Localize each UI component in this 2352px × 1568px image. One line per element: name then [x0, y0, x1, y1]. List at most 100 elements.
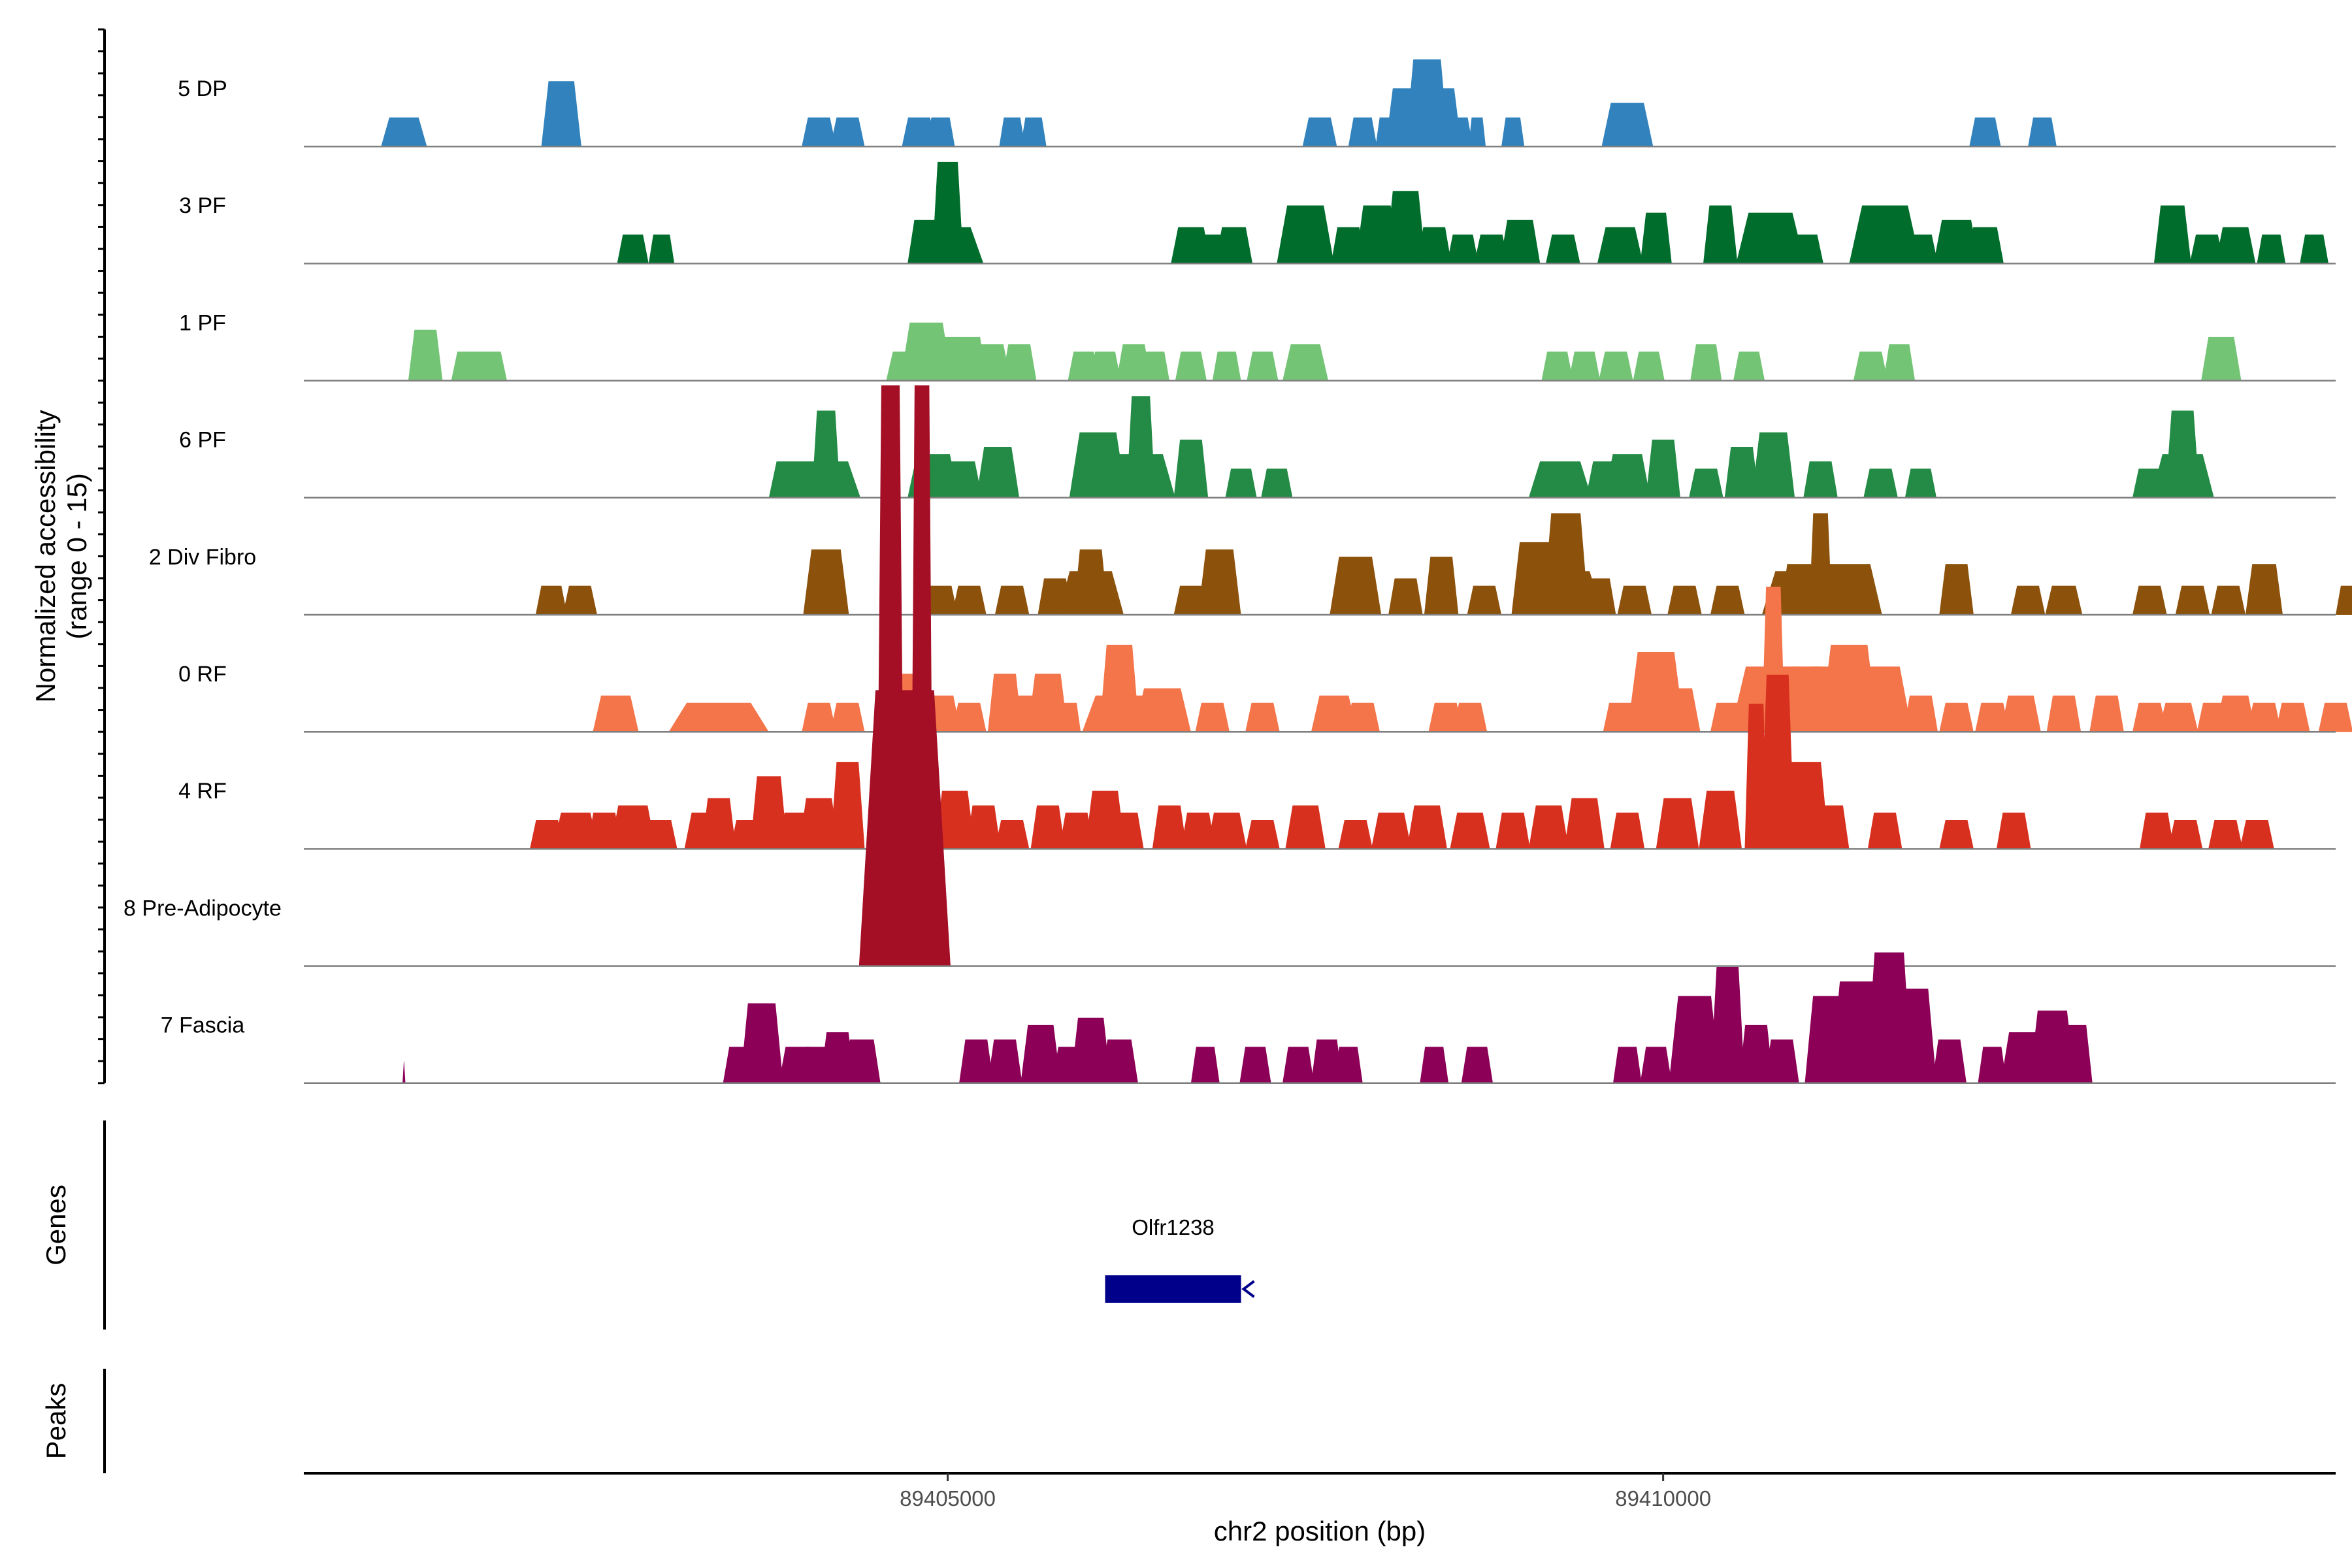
coverage-peak — [1461, 1047, 1493, 1083]
coverage-peak — [830, 117, 865, 147]
track-8-pre-adipocyte: 8 Pre-Adipocyte — [123, 385, 2336, 967]
coverage-peak — [1106, 454, 1175, 498]
coverage-peak — [2215, 695, 2256, 732]
coverage-peak — [1215, 227, 1253, 264]
coverage-peak — [1117, 344, 1151, 381]
coverage-peak — [1646, 439, 1680, 498]
coverage-peak — [563, 585, 597, 615]
coverage-peak — [1245, 820, 1280, 849]
coverage-peak — [791, 461, 860, 498]
coverage-peak — [923, 585, 958, 615]
coverage-peak — [2215, 227, 2256, 264]
coverage-peak — [1450, 812, 1490, 849]
coverage-peak — [1225, 468, 1257, 498]
coverage-peak — [1883, 344, 1916, 381]
coverage-peak — [1617, 585, 1652, 615]
coverage-peak — [2001, 695, 2041, 732]
coverage-peak — [1890, 988, 1936, 1083]
coverage-peak — [1141, 351, 1169, 381]
coverage-peak — [970, 344, 1011, 381]
coverage-peak — [1569, 351, 1601, 381]
coverage-peak — [535, 585, 567, 615]
coverage-peak — [1783, 762, 1829, 849]
coverage-peak — [1407, 805, 1447, 849]
coverage-peak — [1181, 812, 1216, 849]
track-label: 7 Fascia — [161, 1013, 245, 1038]
coverage-peak — [2257, 235, 2286, 264]
coverage-peak — [1669, 996, 1721, 1083]
coverage-peak — [2028, 117, 2057, 147]
coverage-peak — [2151, 454, 2214, 498]
coverage-peak — [2189, 235, 2225, 264]
coverage-peak — [2132, 702, 2167, 732]
track-2-div-fibro: 2 Div Fibro — [149, 513, 2352, 616]
coverage-peak — [1338, 820, 1373, 849]
coverage-peak — [952, 585, 987, 615]
coverage-peak — [1468, 117, 1486, 147]
coverage-peak — [858, 690, 951, 966]
coverage-peak — [1371, 812, 1412, 849]
coverage-peak — [1333, 1047, 1363, 1083]
coverage-peak — [987, 1039, 1022, 1083]
coverage-peak — [2058, 1024, 2093, 1083]
coverage-peak — [381, 117, 427, 147]
coverage-peak — [1474, 235, 1509, 264]
coverage-peak — [1752, 432, 1795, 498]
coverage-peak — [911, 227, 984, 264]
coverage-peak — [1282, 344, 1329, 381]
coverage-peak — [994, 585, 1030, 615]
coverage-peak — [1388, 578, 1423, 615]
coverage-peak — [1640, 1047, 1672, 1083]
coverage-peak — [1021, 1024, 1061, 1083]
coverage-peak — [1452, 702, 1488, 732]
y-axis-title-line: Normalized accessibility — [30, 410, 61, 702]
coverage-peak — [1311, 695, 1357, 732]
track-label: 6 PF — [179, 428, 226, 453]
coverage-peak — [1070, 1017, 1111, 1083]
coverage-peak — [1059, 812, 1094, 849]
coverage-peak — [1212, 351, 1241, 381]
coverage-peak — [1904, 468, 1936, 498]
coverage-peak — [802, 702, 836, 732]
coverage-peak — [1173, 439, 1209, 498]
coverage-peak — [1002, 344, 1037, 381]
coverage-peak — [966, 805, 1001, 849]
coverage-peak — [1689, 468, 1723, 498]
coverage-peak — [1564, 798, 1605, 849]
coverage-peak — [1760, 674, 1795, 849]
coverage-peak — [1058, 702, 1081, 732]
coverage-peak — [1134, 688, 1191, 732]
track-label: 1 PF — [179, 310, 226, 335]
coverage-peak — [959, 1039, 994, 1083]
coverage-peak — [798, 798, 840, 849]
x-axis-title: chr2 position (bp) — [1214, 1516, 1426, 1546]
coverage-peak — [750, 776, 788, 849]
coverage-peak — [1175, 351, 1207, 381]
coverage-peak — [2175, 585, 2210, 615]
coverage-peak — [2246, 564, 2283, 615]
coverage-peak — [934, 791, 975, 849]
coverage-peak — [1467, 585, 1502, 615]
coverage-peak — [1311, 1039, 1343, 1083]
coverage-peak — [830, 762, 865, 849]
coverage-peak — [1724, 447, 1759, 498]
coverage-peak — [2318, 702, 2352, 732]
coverage-peak — [976, 447, 1020, 498]
coverage-peak — [1030, 805, 1066, 849]
coverage-peak — [1277, 205, 1334, 264]
coverage-peak — [1385, 191, 1426, 264]
x-tick-label: 89410000 — [1615, 1486, 1711, 1511]
coverage-peak — [1667, 585, 1702, 615]
coverage-peak — [941, 461, 983, 498]
coverage-peak — [1285, 805, 1326, 849]
coverage-peak — [2045, 585, 2083, 615]
coverage-peak — [1109, 812, 1144, 849]
coverage-peak — [2201, 336, 2242, 381]
coverage-peak — [2158, 702, 2198, 732]
coverage-peak — [1816, 564, 1882, 615]
coverage-peak — [1581, 578, 1616, 615]
track-label: 8 Pre-Adipocyte — [123, 896, 282, 921]
coverage-peak — [994, 820, 1030, 849]
coverage-peak — [701, 798, 736, 849]
